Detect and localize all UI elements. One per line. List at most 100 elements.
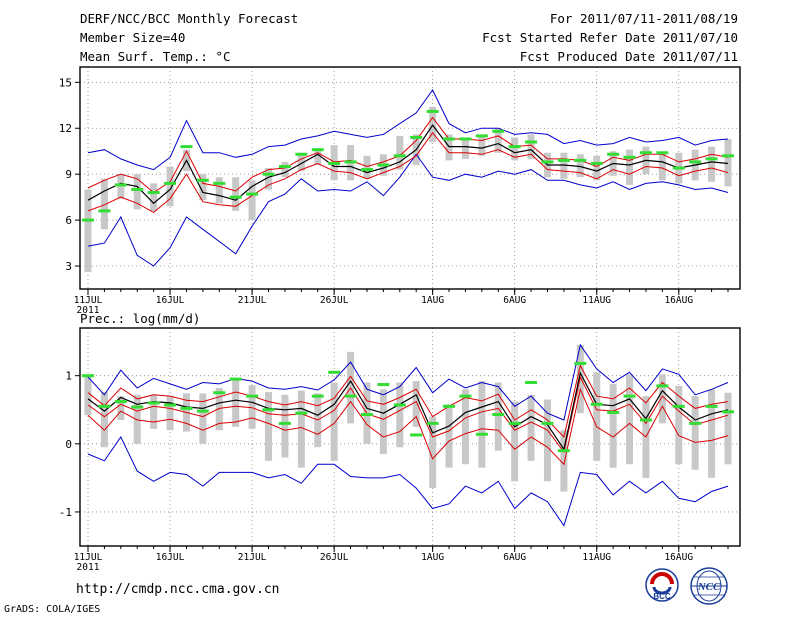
prec-box-22 [445, 404, 453, 468]
prec-marker-36 [672, 404, 685, 408]
prec-box-32 [609, 383, 617, 468]
temp-marker-26 [508, 145, 521, 149]
temp-min-line [87, 153, 729, 267]
temp-marker-36 [672, 166, 685, 170]
temp-xtick-label-2: 21JUL [238, 295, 267, 306]
temperature-variable-label: Mean Surf. Temp.: °C [80, 49, 231, 64]
temp-box-3 [133, 174, 141, 210]
prec-mean-line [87, 371, 729, 451]
prec-marker-13 [295, 411, 308, 415]
temp-marker-2 [114, 183, 127, 187]
temp-marker-38 [705, 157, 718, 161]
prec-marker-14 [311, 394, 324, 398]
temp-marker-20 [410, 135, 423, 139]
prec-upper-line [87, 364, 729, 439]
temp-ytick-label-0: 3 [65, 260, 72, 273]
refer-date-label: Fcst Started Refer Date 2011/07/10 [482, 30, 738, 45]
prec-box-12 [281, 394, 289, 458]
grads-credit: GrADS: COLA/IGES [4, 604, 101, 615]
prec-marker-4 [147, 401, 160, 405]
temp-marker-24 [475, 134, 488, 138]
prec-marker-27 [525, 381, 538, 384]
prec-marker-26 [508, 421, 521, 425]
temp-box-14 [314, 148, 322, 165]
prec-marker-3 [131, 405, 144, 409]
prec-marker-0 [82, 374, 94, 378]
prec-box-28 [543, 399, 551, 482]
temp-box-25 [494, 128, 502, 153]
prec-box-39 [724, 392, 732, 465]
prec-box-5 [166, 396, 174, 431]
prec-marker-19 [393, 403, 406, 407]
prec-marker-6 [180, 406, 193, 410]
prec-box-8 [215, 387, 223, 431]
prec-marker-20 [410, 433, 423, 437]
prec-marker-18 [377, 383, 390, 387]
temp-marker-14 [311, 148, 324, 152]
prec-box-26 [511, 401, 519, 482]
prec-box-27 [527, 394, 535, 461]
prec-marker-38 [705, 404, 718, 408]
temp-marker-13 [295, 152, 308, 156]
temp-marker-0 [82, 218, 94, 222]
temp-marker-25 [492, 129, 505, 133]
temp-marker-7 [196, 178, 209, 182]
prec-marker-21 [426, 421, 439, 425]
prec-marker-32 [607, 410, 620, 414]
temp-marker-18 [377, 163, 390, 167]
temp-box-17 [363, 155, 371, 179]
prec-box-37 [691, 396, 699, 470]
temp-marker-31 [590, 161, 603, 165]
temp-frame [79, 66, 741, 290]
temp-box-33 [626, 149, 634, 185]
temp-box-10 [248, 180, 256, 221]
temp-box-29 [560, 152, 568, 179]
temp-box-31 [593, 155, 601, 181]
temp-box-12 [281, 161, 289, 178]
temp-box-7 [199, 174, 207, 201]
temp-box-11 [265, 168, 273, 190]
temp-marker-11 [262, 172, 275, 176]
prec-frame [79, 327, 741, 547]
prec-box-10 [248, 385, 256, 429]
temp-marker-17 [360, 168, 373, 172]
chart-title: DERF/NCC/BCC Monthly Forecast [80, 11, 299, 26]
prec-marker-16 [344, 394, 357, 398]
prec-marker-29 [557, 449, 570, 453]
temp-marker-23 [459, 137, 472, 141]
temp-box-38 [708, 146, 716, 182]
prec-marker-7 [196, 409, 209, 413]
temp-marker-8 [213, 181, 226, 185]
prec-box-9 [232, 378, 240, 427]
prec-marker-9 [229, 377, 242, 381]
precipitation-panel: -1 0 1 11JUL 16JUL 21JUL 26JUL 1AUG 6AUG 11AUG 16A… [59, 311, 741, 573]
prec-box-18 [379, 389, 387, 455]
temp-ytick-label-1: 6 [65, 214, 72, 227]
prec-xtick-label-0: 11JUL [74, 552, 103, 563]
temp-year-label: 2011 [77, 305, 100, 316]
prec-marker-37 [689, 421, 702, 425]
forecast-range-label: For 2011/07/11-2011/08/19 [549, 11, 738, 26]
prec-marker-31 [590, 402, 603, 406]
prec-box-19 [396, 382, 404, 448]
prec-marker-2 [114, 400, 127, 404]
temp-marker-15 [328, 161, 341, 165]
temp-box-5 [166, 166, 174, 207]
prec-box-25 [494, 382, 502, 451]
temp-marker-34 [639, 151, 652, 155]
temp-box-24 [478, 137, 486, 156]
temp-ytick-label-4: 15 [59, 76, 72, 89]
ncc-logo-text: NCC [697, 581, 721, 593]
prec-box-23 [461, 389, 469, 465]
temp-xtick-label-1: 16JUL [156, 295, 185, 306]
prec-marker-23 [459, 394, 472, 398]
temp-ytick-label-2: 9 [65, 168, 72, 181]
temp-xtick-label-6: 11AUG [582, 295, 611, 306]
prec-box-21 [429, 416, 437, 489]
prec-xtick-label-6: 11AUG [582, 552, 611, 563]
temp-xtick-label-5: 6AUG [503, 295, 526, 306]
temp-mean-line [87, 124, 729, 205]
source-url[interactable]: http://cmdp.ncc.cma.gov.cn [76, 582, 280, 597]
temp-marker-27 [525, 140, 538, 144]
temp-box-27 [527, 134, 535, 159]
